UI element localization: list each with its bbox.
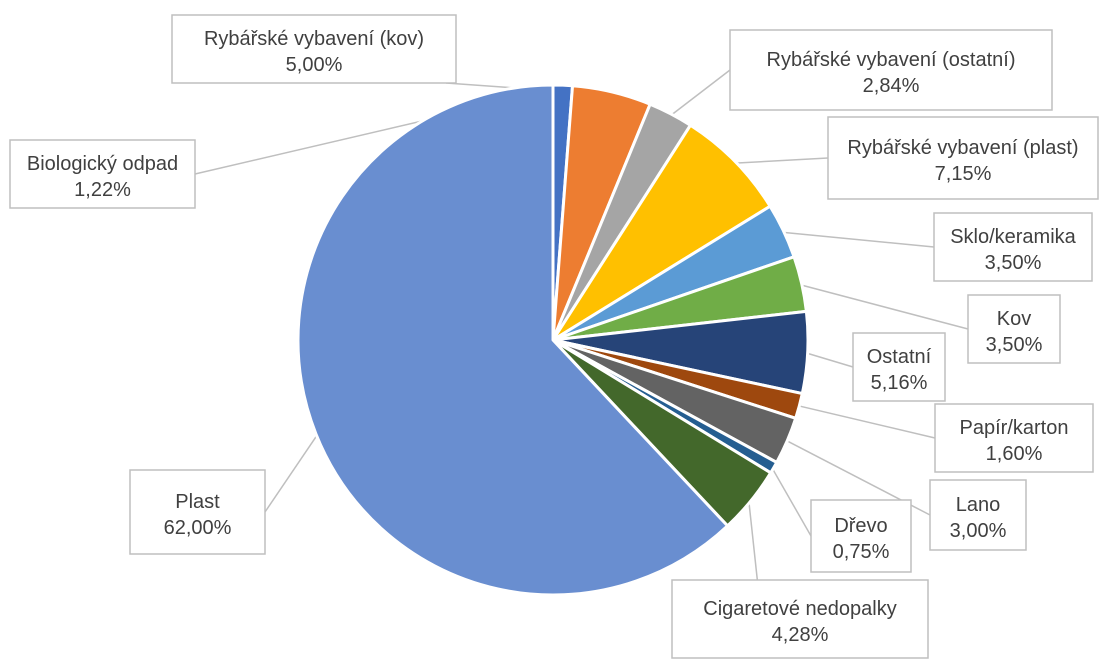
label-box — [129, 469, 266, 555]
data-label-value: 0,75% — [833, 541, 890, 563]
data-labels: Biologický odpad 1,22% Rybářské vybavení (… — [9, 14, 1099, 659]
data-label-rybarske-vybaveni-plast: Rybářské vybavení (plast) 7,15% — [827, 116, 1099, 200]
data-label-category: Plast — [175, 491, 220, 513]
data-label-value: 62,00% — [164, 517, 232, 539]
leader-line-kov — [798, 283, 969, 330]
label-box — [933, 212, 1093, 282]
data-label-category: Papír/karton — [960, 417, 1069, 439]
label-box — [852, 332, 946, 402]
label-box — [729, 29, 1053, 111]
pie-slice-plast — [296, 83, 730, 597]
label-box — [929, 479, 1027, 551]
leader-line-rybarske-vybaveni-plast — [732, 157, 829, 165]
data-label-category: Kov — [997, 308, 1031, 330]
data-label-rybarske-vybaveni-ostatni: Rybářské vybavení (ostatní) 2,84% — [729, 29, 1053, 111]
pie-slices — [296, 83, 810, 597]
data-label-category: Dřevo — [834, 515, 887, 537]
data-label-sklo-keramika: Sklo/keramika 3,50% — [933, 212, 1093, 282]
leader-line-ostatni — [804, 351, 854, 368]
data-label-plast: Plast 62,00% — [129, 469, 266, 555]
data-label-value: 1,60% — [986, 443, 1043, 465]
data-label-category: Sklo/keramika — [950, 226, 1076, 248]
leader-line-plast — [264, 432, 320, 513]
data-label-category: Lano — [956, 494, 1001, 516]
data-label-value: 5,16% — [871, 372, 928, 394]
data-label-value: 7,15% — [935, 163, 992, 185]
leader-line-cigaretove-nedopalky — [747, 498, 759, 581]
data-label-category: Rybářské vybavení (kov) — [204, 28, 424, 50]
data-label-value: 4,28% — [772, 624, 829, 646]
data-label-papir-karton: Papír/karton 1,60% — [934, 403, 1094, 473]
data-label-value: 5,00% — [286, 54, 343, 76]
data-label-ostatni: Ostatní 5,16% — [852, 332, 946, 402]
data-label-value: 3,50% — [986, 334, 1043, 356]
label-box — [671, 579, 929, 659]
data-label-kov: Kov 3,50% — [967, 294, 1061, 364]
leader-line-sklo-keramika — [780, 231, 935, 248]
label-box — [934, 403, 1094, 473]
label-box — [171, 14, 457, 84]
leader-line-rybarske-vybaveni-ostatni — [668, 69, 731, 118]
data-label-rybarske-vybaveni-kov: Rybářské vybavení (kov) 5,00% — [171, 14, 457, 84]
label-box — [827, 116, 1099, 200]
data-label-value: 3,00% — [950, 520, 1007, 542]
data-label-drevo: Dřevo 0,75% — [810, 499, 912, 573]
data-label-category: Biologický odpad — [27, 153, 178, 175]
data-label-value: 3,50% — [985, 252, 1042, 274]
leader-line-papir-karton — [796, 404, 936, 439]
data-label-lano: Lano 3,00% — [929, 479, 1027, 551]
leader-line-drevo — [770, 465, 812, 537]
data-label-cigaretove-nedopalky: Cigaretové nedopalky 4,28% — [671, 579, 929, 659]
data-label-category: Ostatní — [867, 346, 932, 368]
label-box — [810, 499, 912, 573]
label-box — [967, 294, 1061, 364]
data-label-category: Rybářské vybavení (plast) — [847, 137, 1078, 159]
data-label-value: 1,22% — [74, 179, 131, 201]
data-label-value: 2,84% — [863, 75, 920, 97]
pie-slice-rybarske-vybaveni-plast — [551, 123, 772, 342]
data-label-category: Rybářské vybavení (ostatní) — [767, 49, 1016, 71]
data-label-biologicky-odpad: Biologický odpad 1,22% — [9, 139, 196, 209]
label-box — [9, 139, 196, 209]
data-label-category: Cigaretové nedopalky — [703, 598, 896, 620]
